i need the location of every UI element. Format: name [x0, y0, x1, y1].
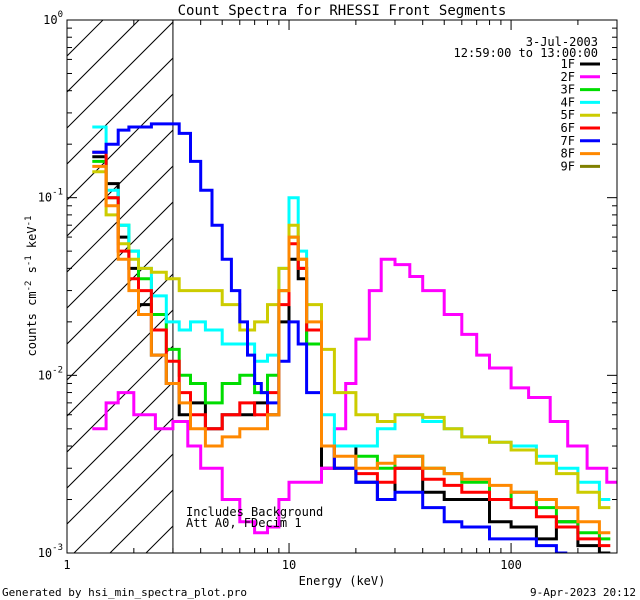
hatch-line — [67, 417, 173, 525]
footer-generated: Generated by hsi_min_spectra_plot.pro — [2, 586, 247, 599]
hatch-line — [67, 129, 173, 237]
series-2f — [92, 257, 617, 535]
hatch-line — [67, 20, 104, 57]
hatch-line — [67, 273, 173, 381]
hatch-line — [67, 201, 173, 309]
chart-title: Count Spectra for RHESSI Front Segments — [178, 3, 507, 19]
hatch-line — [67, 381, 173, 489]
legend-label: 1F — [561, 57, 575, 71]
series-7f — [92, 122, 568, 553]
date-label: 3-Jul-2003 — [526, 35, 598, 49]
attenuator-hatch-region — [67, 20, 173, 553]
legend-label: 6F — [561, 121, 575, 135]
series-layer — [92, 122, 617, 553]
y-axis-label: counts cm-2 s-1 keV-1 — [24, 216, 39, 357]
legend-label: 5F — [561, 108, 575, 122]
x-axis-label: Energy (keV) — [299, 574, 386, 588]
legend-label: 7F — [561, 134, 575, 148]
x-tick-label: 100 — [500, 558, 522, 572]
hatch-line — [67, 57, 173, 165]
y-tick-label: 100 — [43, 10, 63, 27]
legend-label: 8F — [561, 147, 575, 161]
series-8f — [92, 164, 611, 535]
hatch-line — [67, 21, 173, 129]
annotation-text: Includes Background — [186, 505, 323, 519]
legend-label: 2F — [561, 70, 575, 84]
plot-frame — [66, 19, 618, 554]
legend-label: 4F — [561, 95, 575, 109]
time-range-label: 12:59:00 to 13:00:00 — [454, 46, 599, 60]
annotation-text: Att A0, FDecim 1 — [186, 516, 302, 530]
y-tick-label: 10-3 — [38, 543, 63, 560]
x-tick-label: 10 — [282, 558, 296, 572]
series-3f — [92, 159, 611, 541]
x-axis-ticks: 1 10 100 — [63, 20, 618, 572]
x-tick-label: 1 — [63, 558, 70, 572]
hatch-line — [67, 93, 173, 201]
footer-timestamp: 9-Apr-2023 20:12 — [530, 586, 636, 599]
legend-label: 3F — [561, 83, 575, 97]
y-tick-label: 10-1 — [38, 188, 63, 205]
y-tick-label: 10-2 — [38, 365, 63, 382]
legend-label: 9F — [561, 159, 575, 173]
hatch-line — [73, 453, 173, 553]
y-axis-ticks: 10-3 10-2 10-1 100 — [38, 10, 617, 560]
hatch-line — [67, 165, 173, 273]
hatch-line — [67, 237, 173, 345]
